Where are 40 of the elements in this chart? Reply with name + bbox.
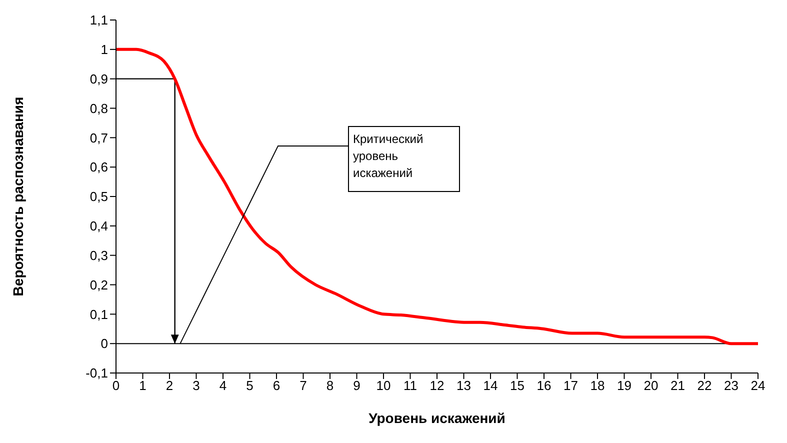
x-tick-label: 20 <box>644 378 658 394</box>
x-tick-label: 15 <box>510 378 524 394</box>
x-tick-label: 0 <box>112 378 120 394</box>
y-tick-label: 0,7 <box>90 130 108 146</box>
y-tick-label: 0,1 <box>90 306 108 322</box>
y-tick-label: 0,3 <box>90 248 108 263</box>
x-tick-label: 24 <box>750 378 766 394</box>
y-tick-label: 0,2 <box>90 277 108 292</box>
x-tick-label: 6 <box>272 378 280 394</box>
x-tick-label: 8 <box>326 378 334 394</box>
y-tick-label: 0,8 <box>90 100 108 116</box>
x-tick-label: 21 <box>670 378 685 394</box>
x-tick-label: 9 <box>353 378 360 394</box>
y-tick-label: 0,5 <box>90 189 108 204</box>
x-tick-label: 2 <box>166 378 174 394</box>
x-axis-title: Уровень искажений <box>368 410 506 426</box>
x-tick-label: 23 <box>724 378 738 394</box>
x-tick-label: 17 <box>564 378 578 394</box>
x-tick-label: 16 <box>536 378 552 394</box>
y-tick-label: 1,1 <box>90 12 108 28</box>
y-tick-label: 0 <box>100 336 108 352</box>
y-tick-label: 0,4 <box>90 218 108 234</box>
y-tick-label: -0,1 <box>86 366 108 381</box>
x-tick-label: 22 <box>697 378 712 394</box>
y-tick-label: 0,9 <box>90 71 108 86</box>
x-tick-label: 12 <box>430 378 444 394</box>
y-axis-title: Вероятность распознавания <box>10 96 26 296</box>
y-tick-label: 0,6 <box>90 160 108 175</box>
x-tick-label: 3 <box>192 378 200 394</box>
x-tick-label: 5 <box>246 378 254 394</box>
x-tick-label: 10 <box>376 378 391 394</box>
y-tick-label: 1 <box>100 42 108 58</box>
x-tick-label: 7 <box>300 378 307 394</box>
x-tick-label: 11 <box>404 378 417 394</box>
x-tick-label: 18 <box>590 378 605 394</box>
x-tick-label: 19 <box>617 378 632 394</box>
x-tick-label: 1 <box>139 378 146 394</box>
x-tick-label: 4 <box>219 378 227 394</box>
x-tick-label: 13 <box>456 378 471 394</box>
x-tick-label: 14 <box>483 378 498 394</box>
